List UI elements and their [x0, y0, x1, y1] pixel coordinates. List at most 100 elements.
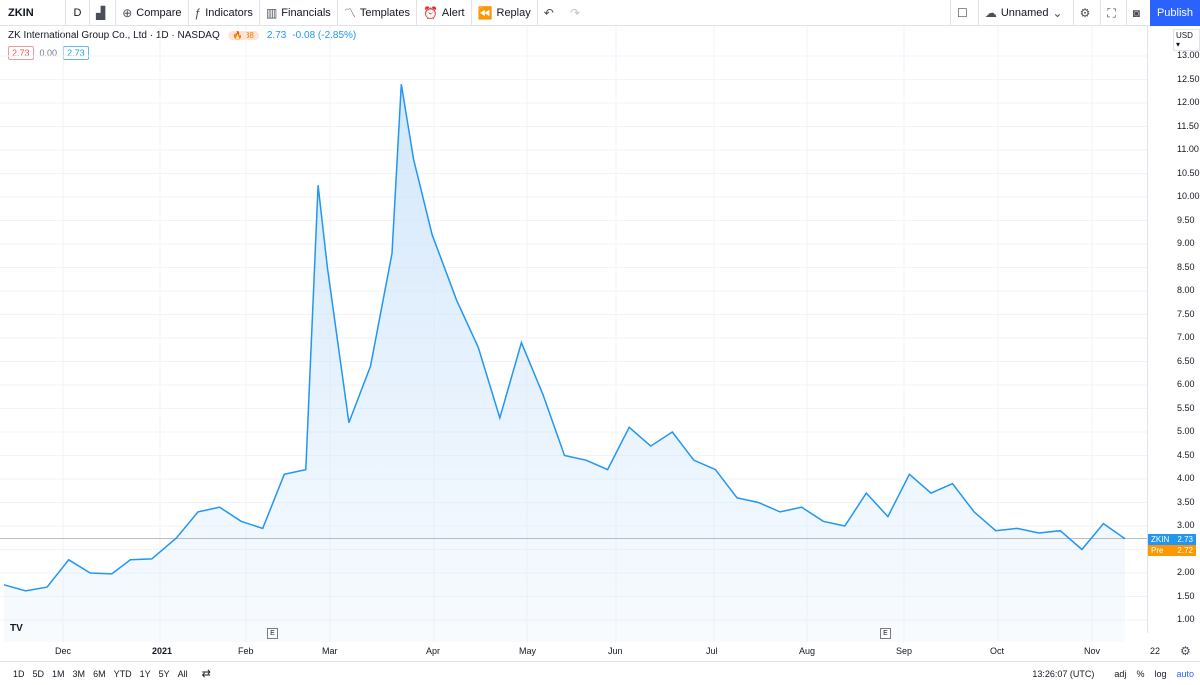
chevron-down-icon: ⌄ [1052, 6, 1063, 20]
price-tick-label: 7.50 [1177, 308, 1195, 319]
alert-button[interactable]: ⏰ Alert [417, 0, 472, 26]
spread-value: 0.00 [39, 48, 58, 58]
bar-chart-icon: ▟ [96, 5, 106, 20]
chart-grid [0, 26, 1147, 642]
symbol-search[interactable]: ZKIN [0, 0, 66, 26]
time-tick-label: Aug [799, 646, 816, 656]
symbol-title[interactable]: ZK International Group Co., Ltd · 1D · N… [8, 30, 220, 41]
pre-tag-value: 2.72 [1177, 546, 1193, 555]
price-tick-label: 4.50 [1177, 449, 1195, 460]
price-tick-label: 1.00 [1177, 614, 1195, 624]
clock-display[interactable]: 13:26:07 (UTC) [1032, 669, 1095, 679]
percent-toggle[interactable]: % [1136, 669, 1145, 679]
time-tick-label: Feb [238, 646, 254, 656]
undo-button[interactable]: ↶ [538, 0, 564, 26]
financials-button[interactable]: ▥ Financials [260, 0, 338, 26]
range-button[interactable]: All [177, 668, 188, 679]
settings-button[interactable]: ⚙ [1072, 0, 1101, 26]
time-axis[interactable] [0, 642, 1147, 660]
earnings-marker[interactable]: E [880, 628, 891, 639]
goto-date-calendar-icon[interactable]: ⇄ [201, 668, 211, 680]
fullscreen-square-button[interactable]: ☐ [950, 0, 978, 26]
interval-button[interactable]: D [66, 0, 90, 26]
compare-button[interactable]: ⊕ Compare [116, 0, 189, 26]
time-tick-label: Sep [896, 646, 913, 656]
tradingview-logo[interactable]: TV [10, 623, 23, 634]
time-tick-label: May [519, 646, 537, 656]
price-area-fill [4, 84, 1125, 642]
price-tick-label: 12.50 [1177, 73, 1200, 84]
time-tick-label: Jun [608, 646, 623, 656]
templates-icon: 〽 [343, 6, 356, 20]
axis-settings-gear-icon[interactable]: ⚙ [1180, 644, 1191, 658]
time-tick-label: Nov [1084, 646, 1101, 656]
range-button[interactable]: 1D [13, 668, 25, 679]
price-chart[interactable] [0, 26, 1147, 642]
time-tick-label: Oct [990, 646, 1005, 656]
last-tag-value: 2.73 [1177, 535, 1193, 544]
price-tick-label: 5.00 [1177, 426, 1195, 436]
time-tick-label: Dec [55, 646, 72, 656]
price-tick-label: 9.00 [1177, 238, 1195, 248]
currency-button[interactable]: USD ▾ [1173, 29, 1200, 51]
range-button[interactable]: YTD [113, 668, 132, 679]
snapshot-button[interactable]: ◙ [1125, 0, 1150, 26]
auto-toggle[interactable]: auto [1176, 669, 1194, 679]
range-button[interactable]: 1Y [139, 668, 151, 679]
indicators-label: Indicators [205, 6, 253, 19]
price-tick-label: 10.50 [1177, 167, 1200, 178]
price-tick-label: 6.50 [1177, 355, 1195, 366]
rewind-icon: ⏪ [477, 5, 493, 20]
adjust-toggle[interactable]: adj [1114, 669, 1127, 679]
last-price-tag: ZKIN 2.73 [1148, 534, 1196, 545]
price-tick-label: 2.00 [1177, 567, 1195, 577]
price-tick-label: 8.50 [1177, 261, 1195, 272]
replay-button[interactable]: ⏪ Replay [472, 0, 538, 26]
price-tick-label: 3.00 [1177, 520, 1195, 530]
price-line-series [3, 84, 1126, 592]
time-tick-label: Apr [426, 646, 441, 656]
price-tick-label: 7.00 [1177, 332, 1195, 342]
alert-label: Alert [441, 6, 465, 19]
chart-type-button[interactable]: ▟ [90, 0, 117, 26]
indicators-button[interactable]: ƒ Indicators [189, 0, 260, 26]
range-button[interactable]: 6M [93, 668, 106, 679]
log-toggle[interactable]: log [1154, 669, 1167, 679]
price-change: -0.08 (-2.85%) [292, 30, 357, 41]
price-tick-label: 3.50 [1177, 496, 1195, 507]
ask-box[interactable]: 2.73 [63, 46, 89, 60]
replay-label: Replay [496, 6, 531, 19]
price-tick-label: 9.50 [1177, 214, 1195, 225]
range-button[interactable]: 3M [72, 668, 86, 679]
plus-circle-icon: ⊕ [122, 5, 133, 20]
financials-label: Financials [281, 6, 331, 19]
bid-box[interactable]: 2.73 [8, 46, 34, 60]
price-tick-label: 13.00 [1177, 50, 1200, 60]
compare-label: Compare [136, 6, 182, 19]
camera-icon: ◙ [1132, 6, 1140, 20]
price-tick-label: 8.00 [1177, 285, 1195, 295]
price-tick-label: 11.50 [1177, 120, 1199, 131]
time-tick-label: 2021 [152, 646, 173, 656]
undo-icon: ↶ [543, 5, 554, 20]
premarket-price-tag: Pre 2.72 [1148, 545, 1196, 556]
earnings-marker[interactable]: E [267, 628, 278, 639]
time-tick-label: Jul [706, 646, 718, 656]
redo-button[interactable]: ↷ [564, 0, 590, 26]
financials-icon: ▥ [265, 5, 278, 20]
price-tick-label: 12.00 [1177, 97, 1200, 107]
price-axis[interactable] [1147, 26, 1200, 633]
price-tick-label: 5.50 [1177, 402, 1195, 413]
fullscreen-button[interactable]: ⛶ [1100, 0, 1125, 26]
range-button[interactable]: 5D [32, 668, 45, 679]
layout-menu-button[interactable]: ☁ Unnamed ⌄ [977, 0, 1073, 26]
hot-badge[interactable]: 🔥 38 [227, 31, 259, 40]
chart-legend: ZK International Group Co., Ltd · 1D · N… [8, 30, 356, 41]
templates-button[interactable]: 〽 Templates [338, 0, 417, 26]
cloud-icon: ☁ [984, 6, 997, 20]
range-button[interactable]: 1M [52, 668, 65, 679]
range-button[interactable]: 5Y [158, 668, 170, 679]
fx-icon: ƒ [194, 5, 202, 20]
publish-button[interactable]: Publish [1150, 0, 1200, 26]
hot-badge-count: 38 [244, 31, 254, 40]
